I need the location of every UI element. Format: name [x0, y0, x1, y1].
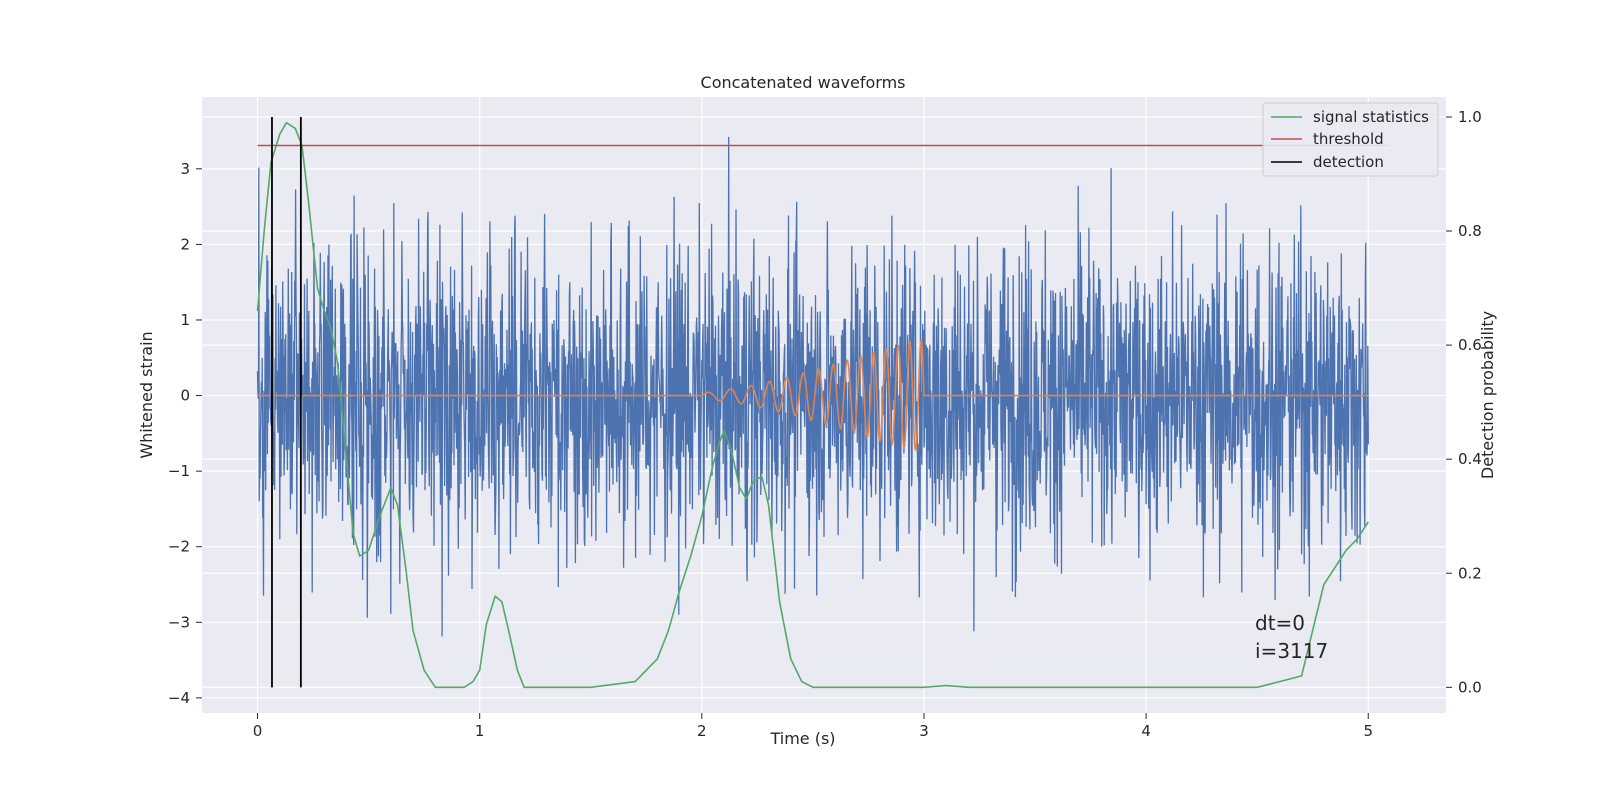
x-tick-label: 5: [1363, 722, 1373, 740]
legend-label-threshold: threshold: [1313, 130, 1384, 148]
right-y-tick-label: 0.0: [1458, 678, 1482, 696]
chart-title: Concatenated waveforms: [701, 73, 906, 92]
signal-statistics-line: [256, 121, 1369, 689]
right-y-axis-ticks: 1.0 0.8 0.6 0.4 0.2 0.0: [1446, 108, 1482, 696]
y-axis-ticks: 3 2 1 0 −1 −2 −3 −4: [168, 160, 202, 707]
y-tick-label: 2: [180, 235, 190, 253]
y-tick-label: 1: [180, 311, 190, 329]
x-axis-label: Time (s): [769, 729, 835, 748]
y-tick-label: −3: [168, 613, 190, 631]
strain-line: [256, 136, 1369, 637]
strain-series: [256, 136, 1369, 637]
right-y-tick-label: 0.6: [1458, 336, 1482, 354]
detection-series: [271, 116, 302, 688]
right-y-tick-label: 0.2: [1458, 564, 1482, 582]
right-y-tick-label: 0.4: [1458, 450, 1482, 468]
legend-label-signal-statistics: signal statistics: [1313, 108, 1429, 126]
x-tick-label: 0: [253, 722, 263, 740]
y-axis-label: Whitened strain: [137, 331, 156, 458]
right-y-axis-label: Detection probability: [1478, 311, 1497, 479]
y-tick-label: −4: [168, 689, 190, 707]
right-y-tick-label: 1.0: [1458, 108, 1482, 126]
annotation-index: i=3117: [1255, 639, 1328, 663]
y-tick-label: −1: [168, 462, 190, 480]
x-tick-label: 1: [475, 722, 485, 740]
injected-signal-line: [257, 339, 1369, 451]
x-axis-ticks: 0 1 2 3 4 5: [253, 713, 1373, 740]
y-tick-label: 0: [180, 387, 190, 405]
x-tick-label: 4: [1141, 722, 1151, 740]
x-tick-label: 2: [697, 722, 707, 740]
right-y-tick-label: 0.8: [1458, 222, 1482, 240]
legend-label-detection: detection: [1313, 153, 1384, 171]
y-tick-label: −2: [168, 538, 190, 556]
y-tick-label: 3: [180, 160, 190, 178]
signal-statistics-series: [256, 121, 1369, 689]
legend-box: [1262, 102, 1439, 177]
annotation-dt: dt=0: [1255, 611, 1305, 635]
legend: signal statistics threshold detection: [1262, 102, 1439, 177]
injected-signal-series: [257, 339, 1369, 451]
x-tick-label: 3: [919, 722, 929, 740]
grid-lines: [202, 97, 1446, 713]
